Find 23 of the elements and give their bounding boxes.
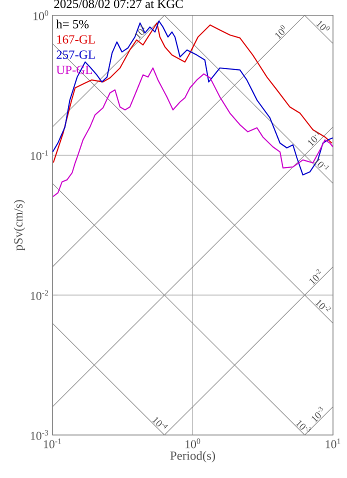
- annotation: 10$^{1}$: [135, 25, 145, 39]
- y-tick-label: 10$^{-3}$: [30, 430, 48, 440]
- y-axis-title: pSv(cm/s): [14, 200, 26, 251]
- annotation: 10$^{0}$: [275, 25, 285, 39]
- x-axis-title: Period(s): [170, 451, 216, 462]
- annotation: 10$^{-2}$: [315, 300, 331, 312]
- x-tick-label: 10$^{-1}$: [44, 438, 62, 448]
- x-tick-label: 10$^{1}$: [326, 438, 340, 448]
- annotation: h= 5%: [56, 20, 89, 28]
- y-tick-label: 10$^{0}$: [34, 10, 48, 20]
- x-tick-label: 10$^{0}$: [186, 438, 200, 448]
- annotation: 10$^{-3}$: [296, 420, 312, 432]
- annotation: 10$^{0}$: [316, 20, 330, 30]
- annotation: 10$^{-4}$: [152, 417, 168, 428]
- series-label: 257-GL: [56, 50, 95, 59]
- annotation: 10$^{-1}$: [308, 130, 320, 146]
- text: 167-GL: [57, 35, 95, 44]
- annotation: 10$^{-3}$: [312, 406, 323, 422]
- y-tick-label: 10$^{-1}$: [30, 150, 48, 160]
- annotation: 10$^{-1}$: [314, 158, 330, 170]
- annotation: 10$^{-2}$: [309, 269, 322, 285]
- y-tick-label: 10$^{-2}$: [30, 290, 48, 300]
- chart-title: 2025/08/02 07:27 at KGC: [54, 0, 183, 8]
